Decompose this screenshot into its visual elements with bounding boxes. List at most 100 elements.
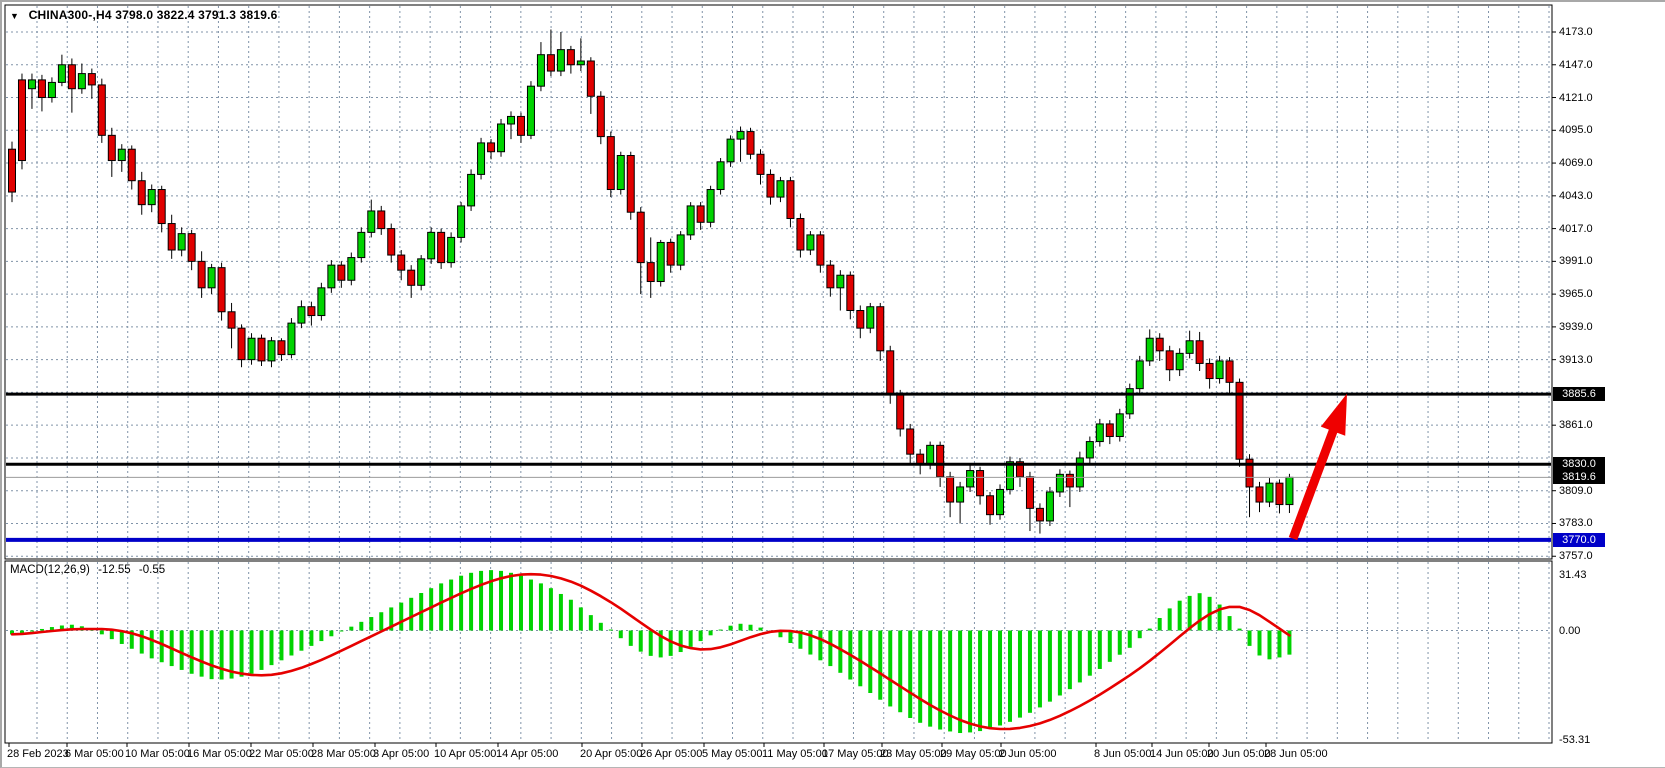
macd-histogram-bar: [489, 570, 494, 631]
candle-up: [966, 470, 975, 488]
macd-histogram-bar: [319, 630, 324, 642]
candle-down: [876, 306, 885, 352]
time-axis-label: 17 May 05:00: [822, 748, 889, 760]
macd-histogram-bar: [938, 630, 943, 730]
candle-down: [157, 189, 166, 225]
candle-up: [676, 234, 685, 266]
candle-down: [277, 340, 286, 356]
symbol-timeframe-label: CHINA300-,H4: [28, 8, 112, 22]
candle-up: [1085, 441, 1094, 459]
trend-arrow-shaft[interactable]: [1288, 423, 1340, 541]
macd-histogram-bar: [808, 630, 813, 655]
candle-down: [906, 428, 915, 455]
candle-up: [576, 60, 585, 66]
candle-up: [47, 81, 56, 99]
price-axis-label: 4017.0: [1559, 222, 1593, 235]
macd-histogram-bar: [1107, 630, 1112, 662]
macd-histogram-bar: [928, 630, 933, 727]
candle-down: [826, 264, 835, 289]
macd-histogram-bar: [1167, 608, 1172, 631]
macd-histogram-bar: [738, 623, 743, 631]
candle-down: [566, 49, 575, 66]
macd-histogram-bar: [499, 570, 504, 631]
macd-histogram-bar: [718, 629, 723, 631]
macd-scale-label: 0.00: [1559, 624, 1581, 637]
trend-arrow-head[interactable]: [1320, 393, 1347, 436]
candle-up: [347, 257, 356, 281]
macd-histogram-bar: [1257, 630, 1262, 656]
price-tag-3770.0: 3770.0: [1553, 532, 1605, 547]
macd-histogram-bar: [229, 630, 234, 679]
macd-histogram-bar: [119, 630, 124, 644]
macd-histogram-bar: [1127, 630, 1132, 648]
candle-down: [816, 234, 825, 266]
candle-down: [796, 218, 805, 251]
macd-scale-label: 31.43: [1559, 569, 1587, 582]
candle-down: [1065, 473, 1074, 488]
macd-histogram-bar: [1057, 630, 1062, 696]
candle-up: [507, 115, 515, 125]
candle-down: [387, 228, 396, 256]
symbol-dropdown-caret[interactable]: ▼: [10, 11, 20, 21]
candle-down: [377, 210, 386, 230]
macd-histogram-bar: [399, 602, 404, 631]
candle-up: [467, 173, 476, 207]
candle-up: [686, 205, 695, 236]
candle-up: [357, 231, 366, 259]
candle-down: [8, 148, 16, 193]
macd-histogram-bar: [59, 625, 64, 631]
candle-up: [1265, 482, 1274, 503]
price-axis-label: 4121.0: [1559, 91, 1593, 104]
candle-down: [636, 211, 645, 264]
candle-down: [516, 115, 525, 136]
candle-down: [1245, 458, 1254, 488]
candle-down: [1165, 350, 1174, 371]
candle-down: [746, 131, 755, 155]
candle-up: [297, 306, 306, 324]
candle-up: [776, 180, 785, 198]
candle-up: [536, 54, 545, 87]
macd-histogram-bar: [988, 630, 993, 729]
price-axis-label: 3809.0: [1559, 484, 1593, 497]
candle-down: [756, 153, 765, 175]
macd-histogram-bar: [798, 630, 803, 649]
macd-histogram-bar: [558, 593, 563, 631]
macd-histogram-bar: [1037, 630, 1042, 708]
time-axis-label: 3 Apr 05:00: [373, 748, 430, 760]
macd-histogram-bar: [219, 630, 224, 680]
candle-down: [1275, 482, 1284, 506]
candle-down: [337, 264, 346, 281]
candle-down: [97, 84, 106, 136]
macd-panel[interactable]: [4, 560, 1553, 744]
price-axis-label: 4069.0: [1559, 157, 1593, 170]
macd-histogram-bar: [708, 630, 713, 636]
time-axis-label: 20 Apr 05:00: [580, 748, 643, 760]
candle-up: [1075, 457, 1084, 488]
candle-up: [447, 236, 456, 264]
macd-histogram-bar: [958, 630, 963, 734]
macd-histogram-bar: [1117, 630, 1122, 655]
macd-histogram-bar: [379, 612, 384, 631]
time-axis-label: 20 Jun 05:00: [1207, 748, 1271, 760]
candle-down: [646, 262, 655, 283]
macd-histogram-bar: [349, 626, 354, 631]
macd-histogram-bar: [49, 627, 54, 631]
macd-histogram-bar: [289, 630, 294, 656]
macd-histogram-bar: [948, 630, 953, 732]
macd-histogram-bar: [608, 629, 613, 631]
candle-up: [327, 264, 336, 289]
candle-up: [1285, 476, 1294, 506]
candle-up: [27, 79, 36, 90]
candle-up: [616, 154, 625, 191]
macd-histogram-bar: [978, 630, 983, 732]
candle-up: [267, 340, 276, 362]
candle-up: [1145, 337, 1154, 362]
time-axis-label: 28 Feb 2023: [7, 748, 69, 760]
candle-up: [526, 85, 535, 136]
candle-down: [307, 306, 316, 317]
macd-histogram-bar: [259, 630, 264, 670]
macd-histogram-bar: [1077, 630, 1082, 683]
candle-up: [417, 258, 426, 286]
